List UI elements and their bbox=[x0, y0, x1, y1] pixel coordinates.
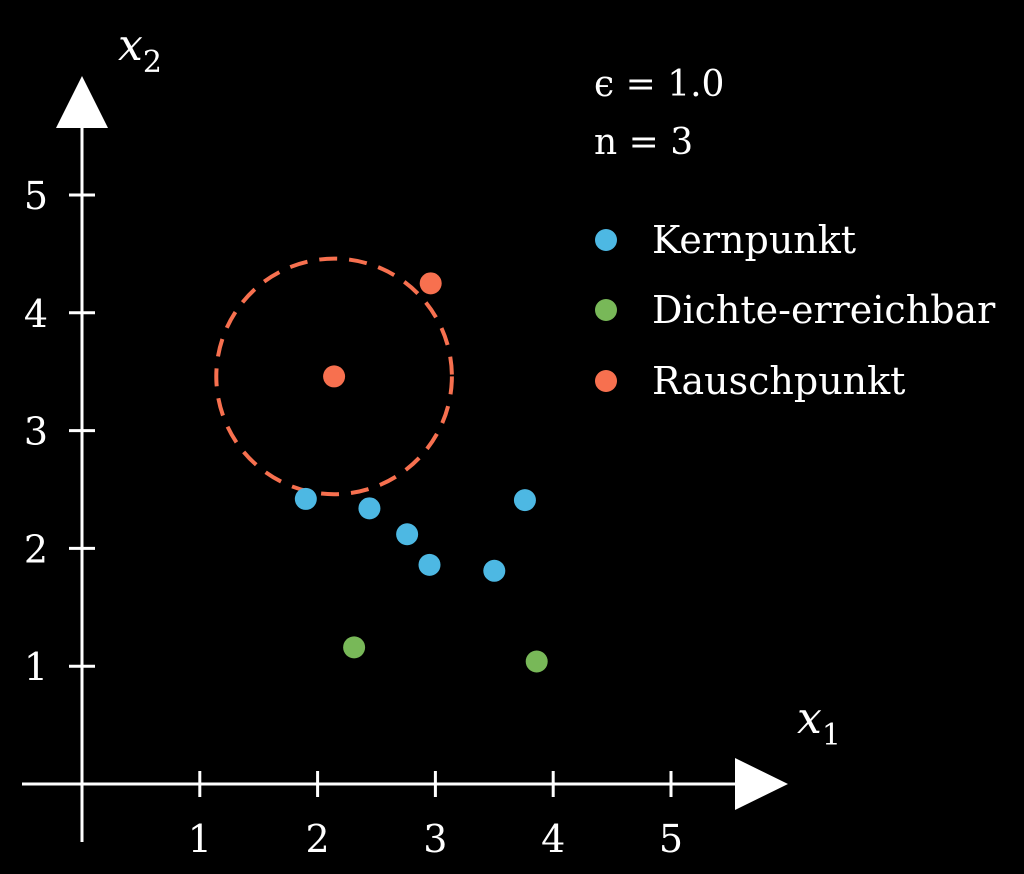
legend-marker-dichte bbox=[595, 299, 617, 321]
legend-label-dichte: Dichte-erreichbar bbox=[652, 288, 996, 332]
legend-label-rausch: Rauschpunkt bbox=[652, 359, 905, 403]
x-tick-label: 1 bbox=[188, 817, 212, 861]
y-axis-arrowhead bbox=[56, 76, 108, 128]
y-tick-label: 5 bbox=[24, 174, 48, 218]
x-tick-label: 2 bbox=[306, 817, 330, 861]
y-tick-label: 2 bbox=[24, 527, 48, 571]
y-axis-title-sub: 2 bbox=[143, 45, 162, 80]
x-tick-label: 5 bbox=[659, 817, 683, 861]
point-rauschpunkt bbox=[323, 365, 346, 388]
x-axis-arrowhead bbox=[735, 758, 788, 810]
y-axis-title-main: x bbox=[118, 20, 143, 71]
x-axis-title-sub: 1 bbox=[822, 718, 841, 753]
epsilon-circle-layer bbox=[214, 256, 454, 497]
x-tick-label: 4 bbox=[541, 817, 565, 861]
y-axis-title: x2 bbox=[118, 20, 162, 80]
point-kernpunkt bbox=[294, 487, 317, 510]
ticks: 1 2 3 4 5 1 2 3 4 5 bbox=[24, 174, 683, 861]
point-dichte-erreichbar bbox=[343, 636, 366, 659]
legend-marker-kernpunkt bbox=[595, 229, 617, 251]
legend: Kernpunkt Dichte-erreichbar Rauschpunkt bbox=[595, 218, 996, 403]
y-tick-label: 1 bbox=[24, 645, 48, 689]
y-tick-label: 3 bbox=[24, 410, 48, 454]
axes bbox=[22, 76, 788, 842]
epsilon-circle bbox=[214, 256, 454, 497]
x-axis-title: x1 bbox=[797, 693, 841, 753]
x-axis-title-main: x bbox=[797, 693, 822, 744]
data-points bbox=[294, 272, 548, 673]
legend-marker-rausch bbox=[595, 370, 617, 392]
point-kernpunkt bbox=[358, 497, 381, 520]
n-parameter: n = 3 bbox=[594, 122, 693, 163]
point-kernpunkt bbox=[483, 559, 506, 582]
point-rauschpunkt bbox=[419, 272, 442, 295]
epsilon-parameter: ϵ = 1.0 bbox=[594, 64, 724, 105]
legend-label-kernpunkt: Kernpunkt bbox=[652, 218, 856, 262]
point-kernpunkt bbox=[418, 553, 441, 576]
point-dichte-erreichbar bbox=[525, 650, 548, 673]
y-tick-label: 4 bbox=[24, 292, 48, 336]
point-kernpunkt bbox=[396, 523, 419, 546]
x-tick-label: 3 bbox=[423, 817, 447, 861]
point-kernpunkt bbox=[513, 489, 536, 512]
